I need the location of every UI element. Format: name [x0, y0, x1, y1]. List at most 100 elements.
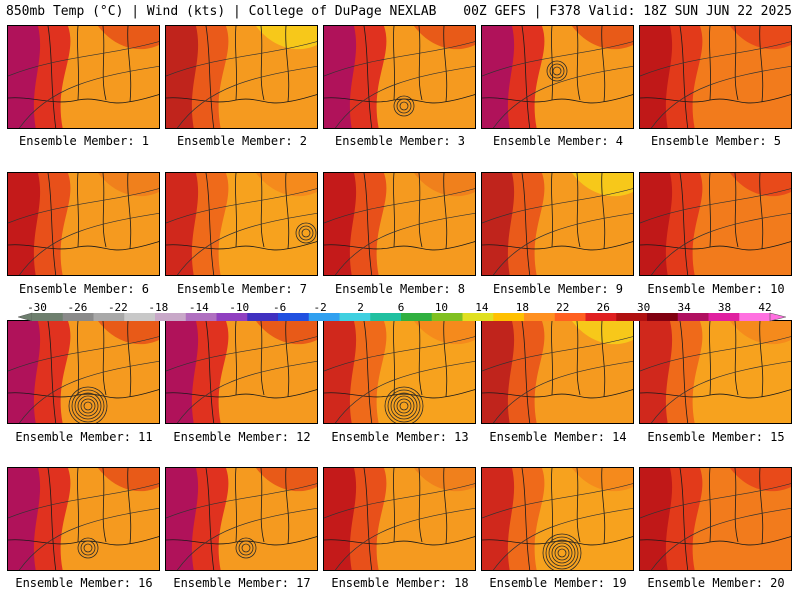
- colorbar-tick-label: -30: [27, 302, 47, 314]
- colorbar-segment: [216, 313, 248, 321]
- colorbar-segment: [616, 313, 648, 321]
- ensemble-member-label: Ensemble Member: 8: [334, 282, 466, 296]
- ensemble-panel: [323, 467, 476, 571]
- temperature-field-map: [8, 26, 159, 128]
- temperature-field-map: [640, 173, 791, 275]
- colorbar-tick-label: -18: [148, 302, 168, 314]
- colorbar-segment: [677, 313, 709, 321]
- ensemble-member-label: Ensemble Member: 5: [650, 134, 782, 148]
- colorbar-segment: [708, 313, 740, 321]
- colorbar-segment: [493, 313, 525, 321]
- colorbar-segment: [185, 313, 217, 321]
- colorbar-tick-label: 14: [475, 302, 489, 314]
- colorbar-tick-label: 26: [597, 302, 610, 314]
- ensemble-panel: [481, 320, 634, 424]
- colorbar-tick-label: 42: [758, 302, 771, 314]
- temperature-field-map: [482, 173, 633, 275]
- colorbar-tick-label: -22: [108, 302, 128, 314]
- ensemble-member-label: Ensemble Member: 4: [492, 134, 624, 148]
- ensemble-member-label: Ensemble Member: 14: [489, 430, 627, 444]
- temperature-field-map: [166, 468, 317, 570]
- colorbar-segment: [431, 313, 463, 321]
- ensemble-panel: [481, 25, 634, 129]
- colorbar-segment: [524, 313, 556, 321]
- colorbar-segment: [554, 313, 586, 321]
- ensemble-panel: [7, 320, 160, 424]
- temperature-field-map: [324, 173, 475, 275]
- colorbar-tick-label: 10: [435, 302, 448, 314]
- ensemble-member-label: Ensemble Member: 13: [331, 430, 469, 444]
- ensemble-panel: [165, 467, 318, 571]
- temperature-field-map: [324, 321, 475, 423]
- ensemble-panel: [165, 172, 318, 276]
- colorbar-segment: [124, 313, 156, 321]
- ensemble-member-label: Ensemble Member: 9: [492, 282, 624, 296]
- colorbar-tick-label: 22: [556, 302, 569, 314]
- colorbar-segment: [247, 313, 279, 321]
- colorbar-segment: [93, 313, 125, 321]
- ensemble-member-label: Ensemble Member: 20: [647, 576, 785, 590]
- temperature-field-map: [324, 468, 475, 570]
- colorbar-tick-label: -2: [313, 302, 326, 314]
- ensemble-panel: [481, 467, 634, 571]
- temperature-field-map: [640, 468, 791, 570]
- temperature-field-map: [166, 173, 317, 275]
- colorbar-tick-label: 34: [677, 302, 691, 314]
- colorbar-segment: [462, 313, 494, 321]
- ensemble-member-label: Ensemble Member: 12: [173, 430, 311, 444]
- colorbar-tick-label: -6: [273, 302, 286, 314]
- colorbar-right-arrow: [769, 312, 786, 322]
- colorbar-segment: [62, 313, 94, 321]
- ensemble-panel: [7, 467, 160, 571]
- ensemble-member-label: Ensemble Member: 18: [331, 576, 469, 590]
- ensemble-member-label: Ensemble Member: 1: [18, 134, 150, 148]
- map-title: 850mb Temp (°C) | Wind (kts) | College o…: [6, 4, 437, 19]
- ensemble-member-label: Ensemble Member: 10: [647, 282, 785, 296]
- ensemble-panel: [323, 320, 476, 424]
- ensemble-member-label: Ensemble Member: 15: [647, 430, 785, 444]
- temperature-field-map: [8, 173, 159, 275]
- colorbar-segment: [647, 313, 679, 321]
- ensemble-member-label: Ensemble Member: 11: [15, 430, 153, 444]
- ensemble-panel: [323, 172, 476, 276]
- temperature-field-map: [640, 26, 791, 128]
- ensemble-member-label: Ensemble Member: 3: [334, 134, 466, 148]
- ensemble-panel: [639, 467, 792, 571]
- colorbar-segment: [370, 313, 402, 321]
- ensemble-member-label: Ensemble Member: 2: [176, 134, 308, 148]
- colorbar-tick-label: 2: [357, 302, 364, 314]
- ensemble-panel: [165, 320, 318, 424]
- colorbar-segment: [339, 313, 371, 321]
- run-valid-time: 00Z GEFS | F378 Valid: 18Z SUN JUN 22 20…: [463, 4, 792, 19]
- colorbar-segment: [739, 313, 771, 321]
- colorbar-segment: [585, 313, 617, 321]
- ensemble-panel: [639, 320, 792, 424]
- temperature-field-map: [324, 26, 475, 128]
- temperature-field-map: [166, 321, 317, 423]
- colorbar-tick-label: -26: [68, 302, 88, 314]
- ensemble-member-label: Ensemble Member: 7: [176, 282, 308, 296]
- ensemble-panel: [7, 172, 160, 276]
- temperature-field-map: [482, 468, 633, 570]
- ensemble-panel: [639, 25, 792, 129]
- colorbar-segment: [401, 313, 433, 321]
- colorbar-segment: [278, 313, 310, 321]
- temperature-field-map: [640, 321, 791, 423]
- colorbar-segment: [32, 313, 64, 321]
- ensemble-member-label: Ensemble Member: 19: [489, 576, 627, 590]
- colorbar-tick-label: 30: [637, 302, 650, 314]
- ensemble-panel: [165, 25, 318, 129]
- colorbar-tick-label: 38: [718, 302, 731, 314]
- ensemble-member-label: Ensemble Member: 6: [18, 282, 150, 296]
- ensemble-panel: [481, 172, 634, 276]
- colorbar-left-arrow: [18, 312, 33, 322]
- colorbar-segment: [308, 313, 340, 321]
- ensemble-panel: [323, 25, 476, 129]
- colorbar-segment: [155, 313, 187, 321]
- ensemble-panel: [7, 25, 160, 129]
- temperature-colorbar: -30 -26 -22 -18 -14 -10 -6 -2 2 6 10 14 18 22 26 30 34 38…: [18, 302, 786, 322]
- ensemble-member-label: Ensemble Member: 16: [15, 576, 153, 590]
- ensemble-member-label: Ensemble Member: 17: [173, 576, 311, 590]
- temperature-field-map: [482, 26, 633, 128]
- temperature-field-map: [8, 468, 159, 570]
